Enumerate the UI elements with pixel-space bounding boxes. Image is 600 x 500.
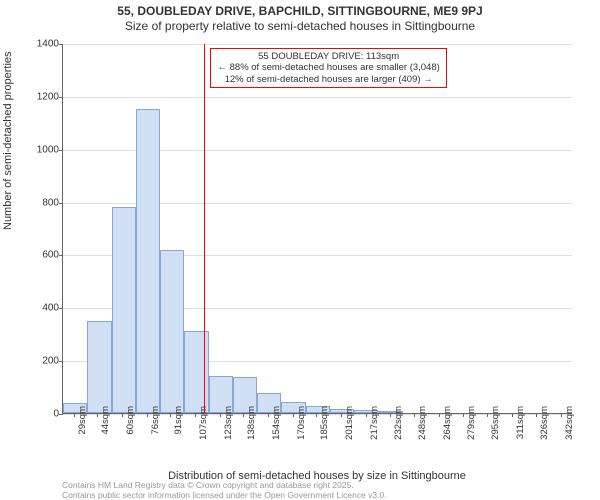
- xtick-mark: [268, 413, 269, 417]
- ytick-mark: [59, 44, 63, 45]
- xtick-label: 248sqm: [417, 406, 428, 440]
- xtick-mark: [243, 413, 244, 417]
- xtick-mark: [487, 413, 488, 417]
- ytick-label: 1400: [27, 39, 59, 50]
- histogram-bar: [136, 109, 160, 413]
- histogram-bar: [112, 207, 136, 413]
- xtick-label: 232sqm: [393, 406, 404, 440]
- ytick-label: 800: [27, 197, 59, 208]
- xtick-mark: [122, 413, 123, 417]
- xtick-label: 217sqm: [369, 406, 380, 440]
- ytick-mark: [59, 414, 63, 415]
- xtick-mark: [414, 413, 415, 417]
- xtick-label: 264sqm: [442, 406, 453, 440]
- xtick-label: 138sqm: [246, 406, 257, 440]
- xtick-label: 76sqm: [150, 406, 161, 435]
- xtick-mark: [390, 413, 391, 417]
- annotation-line1: 55 DOUBLEDAY DRIVE: 113sqm: [217, 51, 439, 62]
- xtick-label: 185sqm: [319, 406, 330, 440]
- xtick-label: 342sqm: [564, 406, 575, 440]
- ytick-mark: [59, 361, 63, 362]
- xtick-mark: [293, 413, 294, 417]
- histogram-bar: [87, 321, 111, 414]
- xtick-label: 311sqm: [515, 406, 526, 439]
- xtick-mark: [316, 413, 317, 417]
- xtick-label: 154sqm: [271, 406, 282, 440]
- xtick-label: 326sqm: [539, 406, 550, 440]
- ytick-label: 600: [27, 250, 59, 261]
- xtick-mark: [147, 413, 148, 417]
- histogram-bar: [160, 250, 184, 413]
- xtick-mark: [439, 413, 440, 417]
- xtick-label: 123sqm: [223, 406, 234, 440]
- plot-area: 020040060080010001200140029sqm44sqm60sqm…: [62, 44, 572, 414]
- xtick-mark: [74, 413, 75, 417]
- annotation-box: 55 DOUBLEDAY DRIVE: 113sqm← 88% of semi-…: [210, 48, 446, 88]
- ytick-mark: [59, 308, 63, 309]
- ytick-mark: [59, 97, 63, 98]
- gridline: [63, 97, 572, 98]
- annotation-line3: 12% of semi-detached houses are larger (…: [217, 74, 439, 85]
- xtick-mark: [512, 413, 513, 417]
- xtick-mark: [341, 413, 342, 417]
- ytick-mark: [59, 203, 63, 204]
- xtick-label: 201sqm: [344, 406, 355, 440]
- ytick-mark: [59, 150, 63, 151]
- credits-block: Contains HM Land Registry data © Crown c…: [62, 481, 387, 500]
- annotation-line2: ← 88% of semi-detached houses are smalle…: [217, 62, 439, 73]
- ytick-label: 200: [27, 356, 59, 367]
- xtick-label: 279sqm: [466, 406, 477, 440]
- ytick-label: 0: [27, 409, 59, 420]
- xtick-mark: [170, 413, 171, 417]
- y-axis-label: Number of semi-detached properties: [2, 51, 14, 230]
- xtick-mark: [463, 413, 464, 417]
- xtick-mark: [366, 413, 367, 417]
- gridline: [63, 44, 572, 45]
- xtick-mark: [561, 413, 562, 417]
- xtick-label: 295sqm: [490, 406, 501, 440]
- xtick-label: 60sqm: [125, 406, 136, 435]
- xtick-mark: [536, 413, 537, 417]
- xtick-mark: [220, 413, 221, 417]
- ytick-label: 1200: [27, 91, 59, 102]
- chart-title-line2: Size of property relative to semi-detach…: [0, 19, 600, 33]
- ytick-mark: [59, 255, 63, 256]
- xtick-label: 170sqm: [296, 406, 307, 440]
- ytick-label: 400: [27, 303, 59, 314]
- xtick-mark: [97, 413, 98, 417]
- chart-title-block: 55, DOUBLEDAY DRIVE, BAPCHILD, SITTINGBO…: [0, 0, 600, 33]
- xtick-label: 91sqm: [173, 406, 184, 435]
- reference-line: [204, 44, 205, 413]
- xtick-label: 44sqm: [100, 406, 111, 435]
- xtick-label: 29sqm: [77, 406, 88, 435]
- ytick-label: 1000: [27, 144, 59, 155]
- chart-title-line1: 55, DOUBLEDAY DRIVE, BAPCHILD, SITTINGBO…: [0, 4, 600, 18]
- credit-line2: Contains public sector information licen…: [62, 491, 387, 500]
- xtick-mark: [195, 413, 196, 417]
